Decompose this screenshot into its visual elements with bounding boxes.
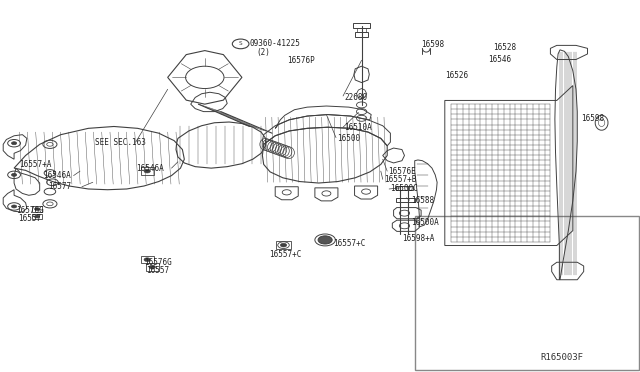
Text: 16557+A: 16557+A (19, 160, 52, 169)
Text: 16557: 16557 (146, 266, 169, 275)
Text: 16546: 16546 (488, 55, 511, 64)
Circle shape (35, 215, 40, 218)
Text: (2): (2) (256, 48, 270, 57)
Circle shape (149, 265, 156, 269)
Bar (355, 32, 368, 37)
Text: R165003F: R165003F (541, 353, 584, 362)
Text: SEE SEC.163: SEE SEC.163 (95, 138, 145, 147)
Text: 16576P: 16576P (287, 56, 315, 65)
Text: 22680: 22680 (344, 93, 367, 102)
Bar (276, 241, 291, 249)
Text: 16510A: 16510A (344, 124, 372, 132)
Text: 16526: 16526 (445, 71, 468, 80)
Bar (353, 23, 370, 28)
Text: 16546A: 16546A (44, 171, 71, 180)
Text: 16557+C: 16557+C (269, 250, 301, 259)
Text: 16557: 16557 (18, 214, 41, 223)
Text: 16598: 16598 (421, 40, 444, 49)
Circle shape (318, 236, 332, 244)
Text: 16528: 16528 (493, 43, 516, 52)
Text: 16588: 16588 (412, 196, 435, 205)
Circle shape (144, 169, 150, 173)
Text: 16500: 16500 (337, 134, 360, 143)
Text: 16598+A: 16598+A (402, 234, 435, 243)
Circle shape (12, 173, 17, 176)
Bar (141, 167, 154, 175)
Text: 16546A: 16546A (136, 164, 163, 173)
Text: S: S (239, 41, 243, 46)
Bar (357, 28, 366, 32)
Bar (415, 216, 639, 370)
Text: 16557+C: 16557+C (333, 239, 365, 248)
Text: 09360-41225: 09360-41225 (250, 39, 300, 48)
Bar (32, 206, 42, 212)
Circle shape (35, 208, 40, 211)
Bar (141, 256, 154, 263)
Circle shape (12, 205, 17, 208)
Circle shape (12, 142, 17, 145)
Bar (32, 214, 42, 219)
Text: 16557+B: 16557+B (384, 175, 417, 184)
Text: 16577: 16577 (48, 182, 71, 191)
Text: 16576G: 16576G (16, 206, 44, 215)
Text: 16576G: 16576G (144, 258, 172, 267)
Text: 16500A: 16500A (412, 218, 439, 227)
Bar (146, 263, 159, 271)
Text: 16576E: 16576E (388, 167, 416, 176)
Circle shape (144, 258, 150, 262)
Text: 16500C: 16500C (390, 185, 418, 193)
Text: 16598: 16598 (581, 114, 604, 123)
Circle shape (280, 243, 287, 247)
